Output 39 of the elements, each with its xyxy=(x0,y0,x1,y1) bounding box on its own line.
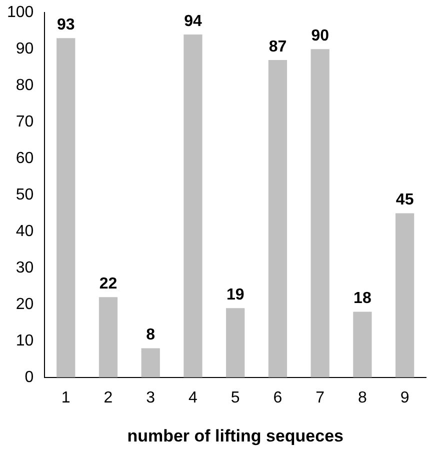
x-tick-label: 5 xyxy=(230,389,240,406)
y-tick-label: 40 xyxy=(16,222,34,240)
x-tick-label: 3 xyxy=(146,389,156,406)
x-tick-label: 8 xyxy=(358,389,367,406)
x-tick-label: 4 xyxy=(188,389,198,406)
y-tick-label: 70 xyxy=(16,113,34,130)
data-label: 19 xyxy=(226,286,244,304)
y-tick-label: 30 xyxy=(16,259,34,276)
x-tick-label: 2 xyxy=(104,389,113,406)
x-tick-label: 7 xyxy=(316,389,325,406)
bar xyxy=(184,34,202,378)
data-label: 87 xyxy=(268,38,287,56)
data-label: 8 xyxy=(146,326,156,344)
x-tick-label: 1 xyxy=(61,389,70,406)
y-tick-label: 20 xyxy=(16,296,34,313)
bar xyxy=(141,348,160,378)
y-tick-label: 50 xyxy=(16,186,34,204)
bar xyxy=(98,297,118,378)
y-tick-label: 100 xyxy=(6,4,34,22)
x-axis-title: number of lifting sequeces xyxy=(127,426,344,446)
x-tick-label: 6 xyxy=(273,389,282,406)
bar xyxy=(395,213,414,378)
data-label: 45 xyxy=(396,192,414,209)
data-label: 94 xyxy=(184,12,202,30)
y-tick-label: 80 xyxy=(16,76,34,94)
y-tick-label: 90 xyxy=(16,40,34,58)
bar xyxy=(226,308,245,378)
bar xyxy=(310,49,330,378)
y-tick-label: 60 xyxy=(16,150,34,167)
x-tick-label: 9 xyxy=(400,389,410,406)
y-tick-label: 10 xyxy=(16,332,34,350)
data-label: 18 xyxy=(354,290,372,308)
bar xyxy=(56,38,76,378)
bar xyxy=(268,60,288,378)
y-tick-label: 0 xyxy=(24,368,34,386)
data-label: 93 xyxy=(56,16,75,34)
bar xyxy=(353,312,372,378)
data-label: 22 xyxy=(99,276,118,293)
data-label: 90 xyxy=(311,27,330,44)
